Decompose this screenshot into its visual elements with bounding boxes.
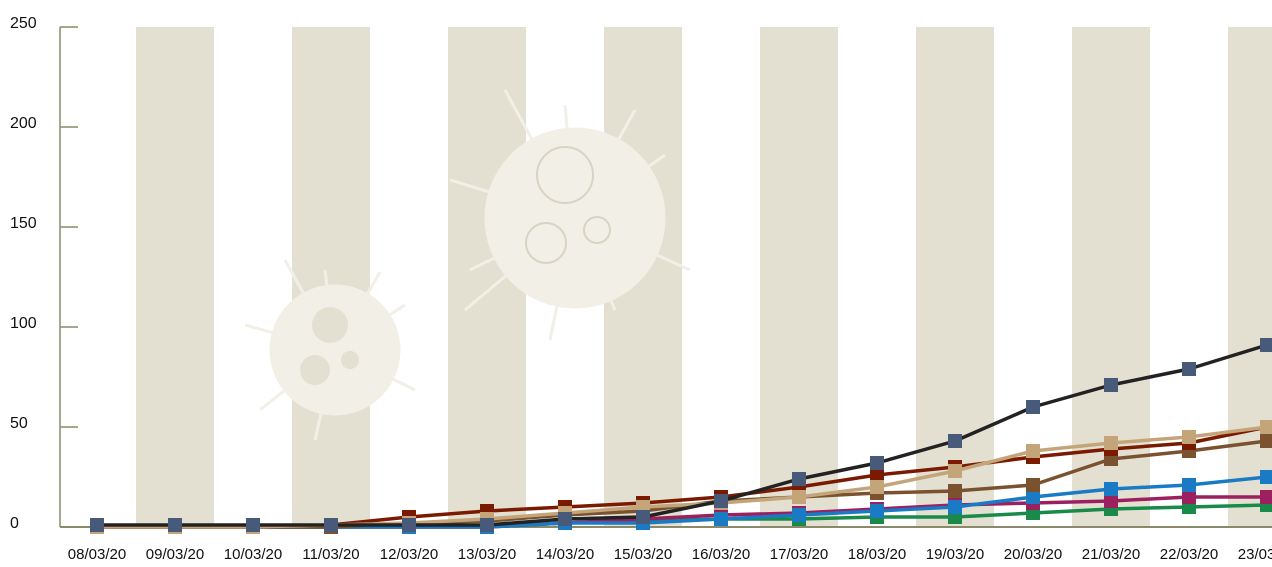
- marker: [402, 518, 416, 532]
- x-tick-label: 11/03/20: [302, 546, 359, 563]
- marker: [1182, 478, 1196, 492]
- marker: [714, 494, 728, 508]
- x-tick-label: 10/03/20: [224, 546, 282, 563]
- marker: [1260, 470, 1272, 484]
- marker: [870, 504, 884, 518]
- marker: [1026, 490, 1040, 504]
- y-tick-label: 50: [10, 415, 28, 432]
- x-tick-label: 18/03/20: [848, 546, 906, 563]
- marker: [948, 434, 962, 448]
- marker: [1104, 378, 1118, 392]
- stripe: [760, 27, 838, 527]
- marker: [480, 518, 494, 532]
- x-tick-label: 13/03/20: [458, 546, 516, 563]
- marker: [246, 518, 260, 532]
- marker: [1182, 362, 1196, 376]
- stripe: [292, 27, 370, 527]
- marker: [870, 480, 884, 494]
- marker: [1260, 434, 1272, 448]
- y-tick-label: 200: [10, 115, 37, 132]
- marker: [948, 464, 962, 478]
- series-line: [97, 343, 1268, 527]
- x-tick-label: 14/03/20: [536, 546, 594, 563]
- marker: [168, 518, 182, 532]
- marker: [1182, 430, 1196, 444]
- stripe: [1228, 27, 1272, 527]
- marker: [792, 472, 806, 486]
- marker: [1026, 478, 1040, 492]
- marker: [792, 508, 806, 522]
- marker: [792, 490, 806, 504]
- marker: [1104, 482, 1118, 496]
- x-tick-label: 16/03/20: [692, 546, 750, 563]
- marker: [324, 518, 338, 532]
- stripe: [916, 27, 994, 527]
- marker: [1026, 400, 1040, 414]
- marker: [90, 518, 104, 532]
- virus-decoration: [244, 89, 691, 441]
- marker: [558, 512, 572, 526]
- x-tick-label: 09/03/20: [146, 546, 204, 563]
- marker: [1026, 444, 1040, 458]
- stripe: [136, 27, 214, 527]
- y-tick-label: 0: [10, 515, 19, 532]
- y-tick-label: 150: [10, 215, 37, 232]
- x-tick-label: 08/03/20: [68, 546, 126, 563]
- marker: [636, 510, 650, 524]
- x-tick-label: 15/03/20: [614, 546, 672, 563]
- marker: [1260, 420, 1272, 434]
- y-tick-label: 100: [10, 315, 37, 332]
- x-tick-label: 17/03/20: [770, 546, 828, 563]
- marker: [870, 468, 884, 482]
- x-tick-label: 12/03/20: [380, 546, 438, 563]
- marker: [948, 500, 962, 514]
- x-tick-label: 19/03/20: [926, 546, 984, 563]
- marker: [870, 456, 884, 470]
- x-tick-label: 22/03/20: [1160, 546, 1218, 563]
- marker: [1260, 490, 1272, 504]
- marker: [948, 484, 962, 498]
- marker: [1182, 490, 1196, 504]
- x-tick-label: 20/03/20: [1004, 546, 1062, 563]
- marker: [1104, 494, 1118, 508]
- marker: [1260, 338, 1272, 352]
- marker: [714, 512, 728, 526]
- x-tick-label: 23/03/20: [1238, 546, 1272, 563]
- y-tick-label: 250: [10, 15, 37, 32]
- marker: [1104, 436, 1118, 450]
- stripes: [136, 27, 1272, 527]
- x-tick-label: 21/03/20: [1082, 546, 1140, 563]
